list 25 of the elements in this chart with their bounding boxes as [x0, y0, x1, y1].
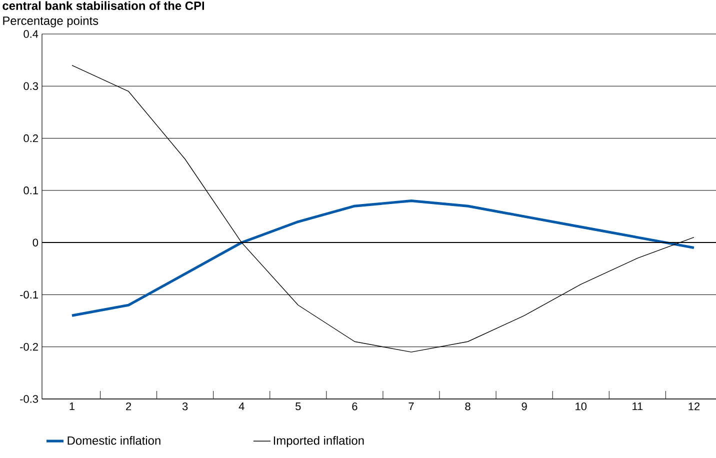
- x-tick-label: 11: [632, 402, 643, 410]
- y-tick-label: 0.3: [24, 82, 38, 90]
- x-tick-label: 8: [465, 402, 470, 410]
- y-tick-label: -0.2: [20, 342, 38, 351]
- y-tick-label: 0.1: [24, 186, 38, 194]
- x-tick-label: 10: [576, 402, 587, 410]
- y-tick-label: -0.3: [20, 395, 38, 403]
- x-tick-label: 9: [522, 402, 527, 410]
- chart-title: central bank stabilisation of the CPI: [2, 1, 204, 10]
- x-tick-label: 5: [296, 402, 301, 410]
- y-tick-label: 0: [32, 238, 38, 246]
- line-series: [70, 200, 696, 317]
- y-tick-label: -0.1: [20, 290, 38, 299]
- x-tick-label: 7: [408, 402, 414, 410]
- legend-label: Imported inflation: [274, 436, 364, 448]
- x-tick-label: 3: [182, 402, 188, 410]
- y-axis-title: Percentage points: [3, 16, 98, 28]
- x-tick-label: 2: [126, 402, 132, 410]
- x-tick-label: 4: [238, 402, 244, 410]
- legend-label: Domestic inflation: [68, 436, 160, 445]
- x-tick-label: 12: [688, 402, 700, 410]
- y-tick-label: 0.2: [24, 134, 38, 142]
- x-tick-label: 6: [352, 402, 358, 410]
- y-tick-label: 0.4: [24, 30, 38, 38]
- x-tick-label: 1: [70, 402, 74, 410]
